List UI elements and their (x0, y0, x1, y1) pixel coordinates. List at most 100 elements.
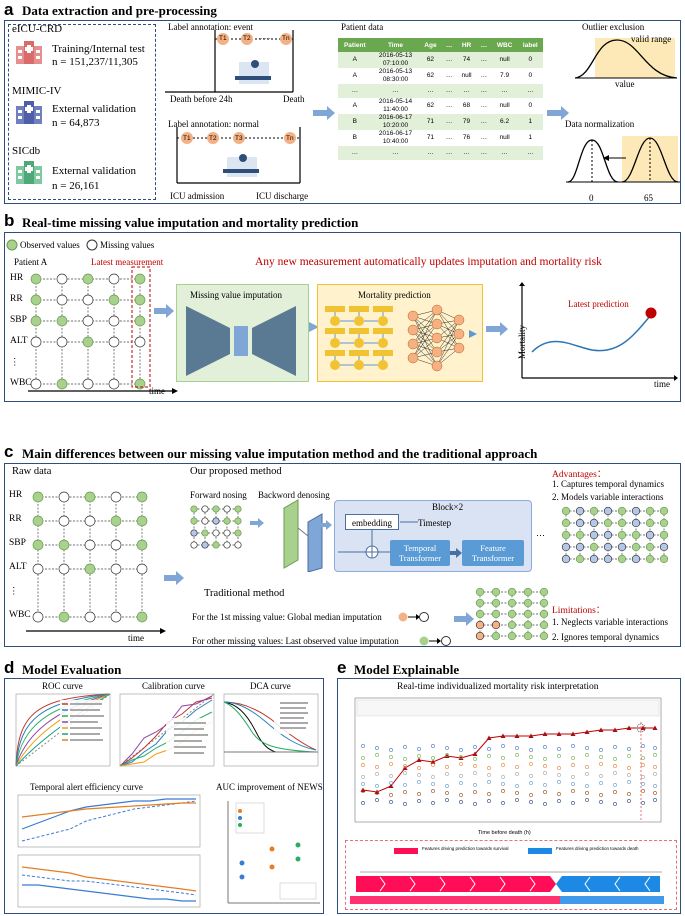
observed-value-dot (631, 530, 641, 540)
table-cell: 62 (419, 98, 442, 114)
label-normal-title: Label annotation: normal (168, 119, 259, 129)
dataset-mimic-name: MIMIC-IV (12, 85, 62, 97)
observed-value-dot (223, 517, 231, 525)
table-row: A 2016-05-13 08:30:00 62… null… 7.9 0 (338, 68, 543, 84)
observed-value-dot (617, 530, 627, 540)
missing-value-dot (56, 294, 68, 306)
variable-label: RR (10, 294, 23, 304)
neural-net-graphic (325, 304, 477, 372)
table-cell: … (476, 130, 492, 146)
table-cell: … (456, 84, 477, 98)
legend-missing: Missing values (100, 240, 155, 250)
table-cell: 1 (517, 130, 543, 146)
dataset-name: eICU-CRD (12, 23, 63, 35)
outlier-title: Outlier exclusion (582, 22, 645, 32)
raw-data-title: Raw data (12, 466, 52, 477)
table-cell: … (338, 146, 372, 160)
variable-label: ALT (9, 562, 27, 572)
outlier-plot (574, 38, 678, 79)
section-c-frame (4, 463, 681, 647)
observed-value-dot (475, 587, 485, 597)
locf-imputation-icon (419, 636, 451, 646)
missing-value-dot (56, 273, 68, 285)
observed-value-dot (617, 542, 627, 552)
observed-value-dot (136, 539, 148, 551)
observed-value-dot (32, 515, 44, 527)
autoencoder-graphic (186, 306, 296, 376)
observed-value-dot (507, 609, 517, 619)
timestep-label: Timestep (418, 518, 452, 528)
arrow-right (154, 304, 174, 318)
normal-timeline (176, 127, 301, 184)
death-label: Death (283, 94, 305, 104)
arrow-right (313, 106, 335, 120)
variable-label: SBP (10, 315, 27, 325)
time-label: time (149, 386, 165, 396)
missing-legend-icon (86, 239, 98, 251)
observed-value-dot (201, 529, 209, 537)
trad-first: For the 1st missing value: Global median… (192, 612, 382, 622)
observed-value-dot (539, 631, 549, 641)
missing-value-dot (110, 491, 122, 503)
tag-tn: Tn (286, 135, 294, 142)
dataset-mimic-role: External validation (52, 103, 136, 115)
patient-data-title: Patient data (341, 22, 384, 32)
observed-value-dot (234, 505, 242, 513)
table-cell: 68 (456, 98, 477, 114)
table-row: …………………… (338, 84, 543, 98)
death-before-label: Death before 24h (170, 94, 233, 104)
norm-title: Data normalization (565, 119, 635, 129)
force-plot-frame (345, 840, 677, 910)
patient-label: Patient A (14, 257, 48, 267)
arrow-right (164, 571, 184, 585)
missing-value-dot (234, 541, 242, 549)
table-row: B 2016-06-17 10:20:00 71… 79… 6.2 1 (338, 114, 543, 130)
missing-value-dot (110, 563, 122, 575)
table-cell: … (476, 98, 492, 114)
force-left-label: Features driving prediction towards surv… (422, 846, 509, 851)
table-cell: B (338, 114, 372, 130)
observation-grid (28, 266, 178, 394)
section-c-title: Main differences between our missing val… (22, 446, 538, 461)
value-axis-label: value (615, 79, 635, 89)
trad-other: For other missing values: Last observed … (192, 636, 399, 646)
missing-value-dot (58, 563, 70, 575)
arrow-right (450, 548, 462, 558)
risk-interpretation-plot (354, 697, 662, 823)
observed-value-dot (136, 515, 148, 527)
missing-value-dot (136, 563, 148, 575)
observed-value-dot (575, 518, 585, 528)
table-cell: null (491, 98, 518, 114)
observed-value-dot (475, 609, 485, 619)
variable-label: SBP (9, 538, 26, 548)
observed-value-dot (659, 542, 669, 552)
table-cell: … (419, 84, 442, 98)
missing-value-dot (134, 336, 146, 348)
imputed-grid (561, 506, 669, 564)
table-cell: … (441, 68, 457, 84)
observed-value-dot (539, 609, 549, 619)
observed-value-dot (645, 530, 655, 540)
table-cell: … (476, 84, 492, 98)
observed-value-dot (234, 517, 242, 525)
observed-value-dot (659, 506, 669, 516)
calibration-plot (119, 693, 215, 767)
observed-value-dot (110, 515, 122, 527)
icu-admission-label: ICU admission (170, 191, 225, 201)
observed-value-dot (561, 530, 571, 540)
observed-value-dot (659, 554, 669, 564)
observed-value-dot (136, 611, 148, 623)
feature-transformer: Feature Transformer (462, 540, 524, 566)
observed-value-dot (589, 518, 599, 528)
table-cell: … (441, 146, 457, 160)
missing-value-dot (223, 505, 231, 513)
table-cell: 0 (517, 98, 543, 114)
observed-value-dot (523, 631, 533, 641)
observed-value-dot (631, 542, 641, 552)
table-cell: … (371, 146, 420, 160)
observed-value-dot (56, 315, 68, 327)
observed-value-dot (603, 530, 613, 540)
normalization-plot (566, 136, 680, 183)
observed-value-dot (212, 541, 220, 549)
table-cell: B (338, 130, 372, 146)
